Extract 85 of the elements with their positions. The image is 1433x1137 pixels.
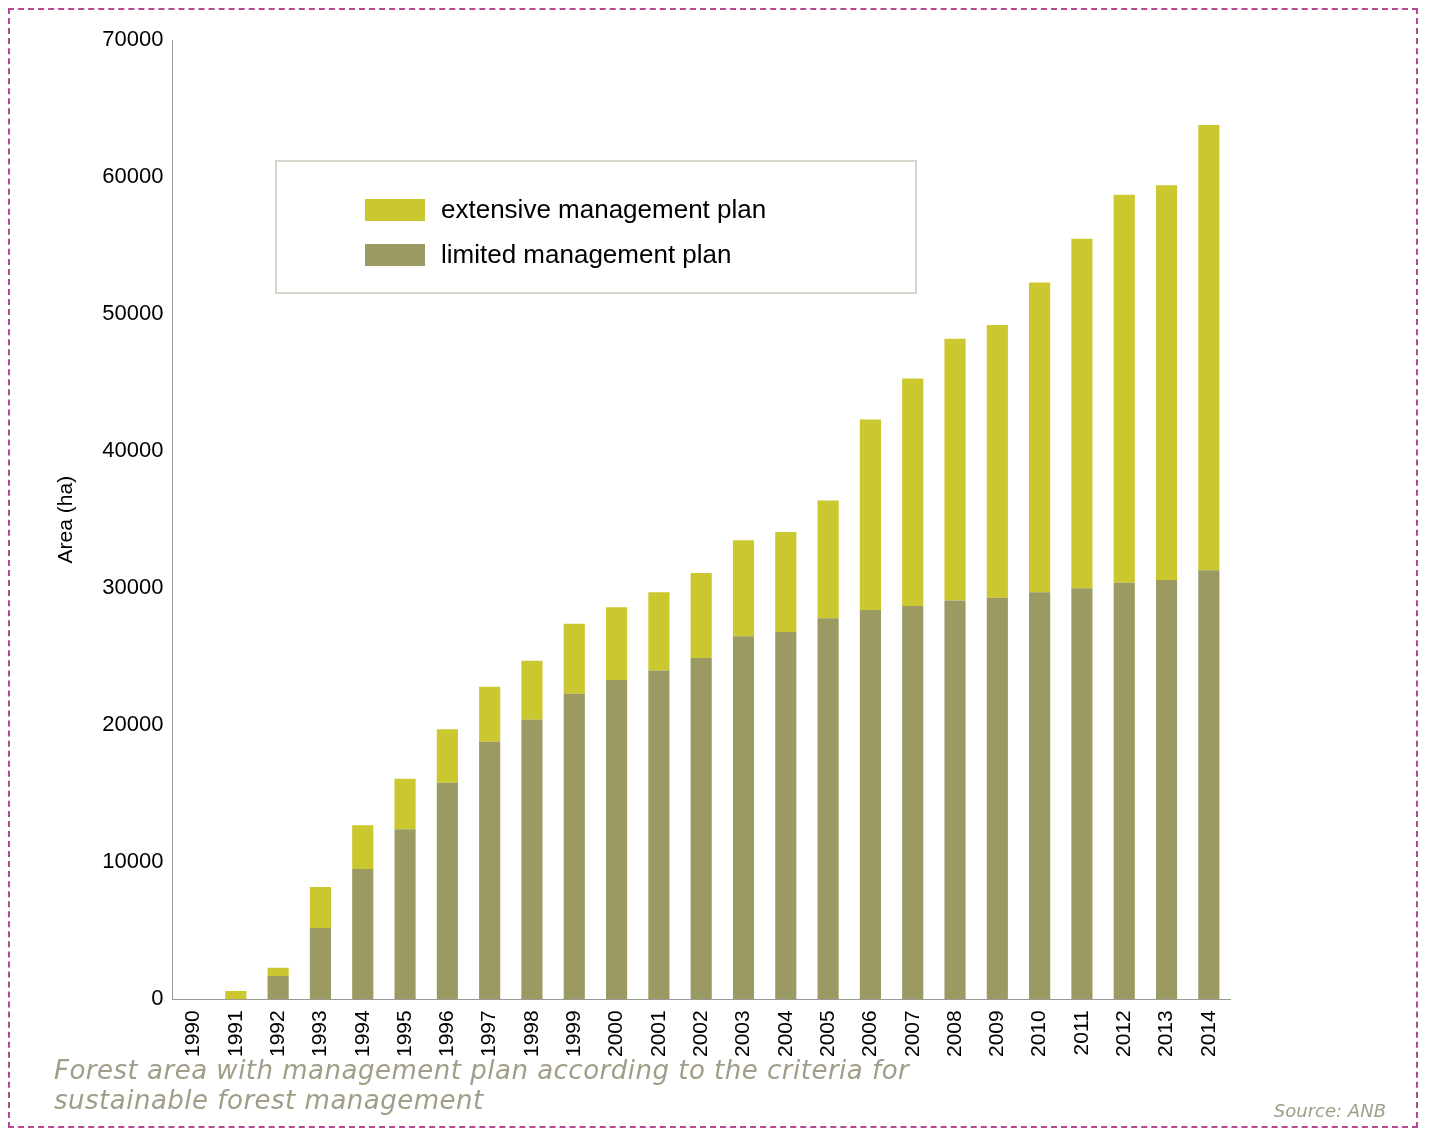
x-tick-label: 1998 (518, 1010, 542, 1057)
bar (902, 605, 924, 1000)
x-tick-label: 2006 (857, 1010, 881, 1057)
bar (1155, 185, 1178, 580)
bar (267, 975, 289, 1000)
bar (690, 573, 712, 659)
bar (521, 660, 543, 720)
x-tick-label: 2002 (687, 1010, 711, 1057)
bar (1029, 592, 1051, 1000)
x-tick-label: 1997 (476, 1010, 500, 1057)
text: Forest area with management plan according to the criteria for sustainable forest management (54, 1055, 910, 1115)
y-tick-label: 40000 (102, 437, 164, 463)
bar (859, 419, 881, 611)
x-tick-label: 2010 (1026, 1010, 1050, 1057)
x-tick-label: 2005 (814, 1010, 838, 1057)
bar (436, 782, 458, 1000)
bar (944, 600, 966, 1000)
y-tick-label: 30000 (102, 574, 164, 600)
y-tick-label: 20000 (102, 711, 164, 737)
bar (352, 825, 374, 870)
x-tick-label: 2012 (1111, 1010, 1135, 1057)
bar (1198, 570, 1220, 1000)
bar (1155, 579, 1178, 1000)
x-tick-label: 1994 (349, 1009, 373, 1057)
bar (732, 636, 755, 1000)
bar (1071, 588, 1093, 1000)
bar (479, 686, 501, 742)
bar (817, 618, 839, 1000)
x-tick-label: 2011 (1068, 1010, 1092, 1056)
bar (394, 778, 416, 830)
bar (986, 597, 1008, 1000)
y-tick-label: 60000 (102, 163, 164, 189)
bar (1071, 238, 1093, 589)
legend-label: extensive management plan (441, 194, 767, 225)
bar (1198, 124, 1220, 571)
bar (944, 338, 966, 601)
x-tick-label: 2001 (645, 1010, 669, 1057)
bar (732, 540, 755, 637)
bar (606, 679, 628, 1000)
x-tick-label: 1990 (180, 1010, 204, 1057)
bar (563, 693, 585, 1000)
bar (1029, 282, 1051, 593)
x-tick-label: 2007 (899, 1010, 923, 1057)
bar (690, 658, 712, 1000)
bar (648, 670, 670, 1000)
bar (436, 729, 458, 783)
x-tick-label: 2013 (1153, 1010, 1177, 1057)
bar (1113, 582, 1135, 1000)
x-tick-label: 2003 (730, 1010, 754, 1057)
x-tick-label: 2014 (1195, 1009, 1219, 1057)
bar (521, 719, 543, 1000)
x-tick-label: 1995 (391, 1010, 415, 1057)
x-tick-label: 1996 (434, 1010, 458, 1057)
bar (352, 869, 374, 1000)
bar (648, 592, 670, 671)
bar (859, 610, 881, 1000)
bar (986, 325, 1008, 598)
x-tick-label: 1999 (561, 1010, 585, 1057)
y-tick-label: 70000 (102, 26, 164, 52)
x-tick-label: 1992 (264, 1010, 288, 1057)
x-tick-label: 2004 (772, 1009, 796, 1057)
bar (309, 928, 332, 1000)
y-tick-label: 50000 (102, 300, 164, 326)
bar (1113, 194, 1135, 583)
y-axis-title: Area (ha) (53, 475, 77, 564)
bar (775, 531, 797, 633)
x-tick-label: 2008 (941, 1010, 965, 1057)
bar (479, 741, 501, 1000)
x-tick-label: 1991 (222, 1010, 246, 1057)
x-tick-label: 2009 (984, 1010, 1008, 1057)
bar (775, 632, 797, 1000)
bar (563, 623, 585, 694)
bar (309, 886, 332, 929)
bar (902, 378, 924, 606)
y-tick-label: 0 (151, 985, 164, 1011)
bar (267, 967, 289, 976)
x-tick-label: 1993 (307, 1010, 331, 1057)
legend-label: limited management plan (441, 239, 732, 270)
y-tick-label: 10000 (102, 848, 164, 874)
bar (394, 829, 416, 1000)
bar (606, 607, 628, 680)
bar (225, 991, 247, 1000)
bar (817, 500, 839, 619)
source-note: Source: ANB (1273, 1100, 1386, 1121)
x-tick-label: 2000 (603, 1010, 627, 1057)
